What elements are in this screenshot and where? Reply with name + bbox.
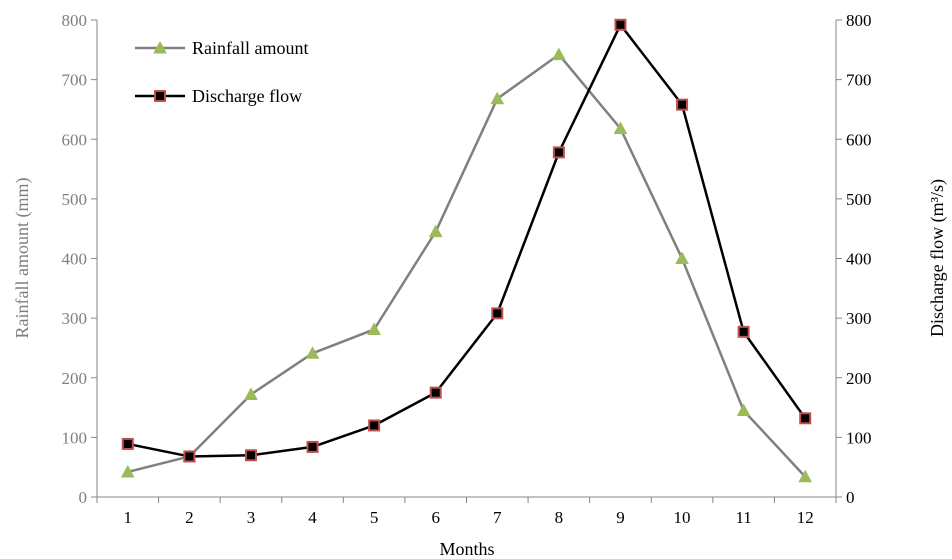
x-tick-label: 4 (308, 508, 317, 527)
legend-item-rainfall: Rainfall amount (135, 38, 308, 58)
legend-marker-triangle (153, 40, 167, 54)
y-axis-title-right: Discharge flow (m³/s) (927, 179, 948, 337)
data-point-rainfall (552, 47, 566, 61)
y-tick-label-right: 500 (846, 190, 872, 209)
x-tick-label: 11 (735, 508, 751, 527)
x-axis-title: Months (439, 539, 494, 559)
y-tick-label-left: 200 (62, 369, 88, 388)
data-point-discharge (244, 449, 257, 462)
series-layer (120, 18, 813, 483)
x-tick-label: 1 (124, 508, 133, 527)
data-point-discharge (306, 440, 319, 453)
x-tick-label: 8 (555, 508, 564, 527)
legend-marker-square (154, 90, 166, 102)
data-point-discharge (552, 146, 565, 159)
data-point-rainfall (305, 346, 320, 359)
axes: 0 0 100 100 200 200 300 300 400 400 500 500 600 600 70… (62, 11, 872, 527)
x-tick-label: 9 (616, 508, 625, 527)
y-tick-label-left: 100 (62, 428, 88, 447)
legend-label-discharge: Discharge flow (192, 86, 302, 106)
y-tick-label-right: 300 (846, 309, 872, 328)
y-tick-label-right: 100 (846, 428, 872, 447)
y-tick-label-right: 600 (846, 130, 872, 149)
data-point-discharge (737, 325, 750, 338)
series-rainfall (120, 47, 813, 483)
x-tick-label: 3 (247, 508, 256, 527)
y-tick-label-left: 300 (62, 309, 88, 328)
x-tick-label: 10 (674, 508, 691, 527)
data-point-rainfall (120, 464, 135, 478)
data-point-rainfall (367, 322, 381, 335)
x-tick-label: 7 (493, 508, 502, 527)
y-tick-label-right: 400 (846, 250, 872, 269)
y-tick-label-right: 700 (846, 71, 872, 90)
x-tick-label: 12 (797, 508, 814, 527)
y-tick-label-left: 800 (62, 11, 88, 30)
y-tick-label-right: 200 (846, 369, 872, 388)
data-point-discharge (676, 98, 689, 111)
series-discharge (121, 18, 812, 463)
x-tick-label: 6 (431, 508, 440, 527)
data-point-rainfall (798, 469, 813, 483)
y-tick-label-right: 800 (846, 11, 872, 30)
data-point-rainfall (613, 121, 628, 135)
y-tick-label-left: 400 (62, 250, 88, 269)
data-point-discharge (183, 450, 196, 463)
data-point-discharge (429, 386, 442, 399)
data-point-discharge (614, 18, 627, 31)
y-tick-label-left: 700 (62, 71, 88, 90)
x-tick-label: 5 (370, 508, 379, 527)
legend-item-discharge: Discharge flow (135, 86, 302, 106)
series-line (127, 23, 807, 458)
data-point-discharge (799, 412, 812, 425)
data-point-rainfall (736, 403, 751, 417)
y-tick-label-left: 0 (79, 488, 88, 507)
y-axis-title-left: Rainfall amount (mm) (12, 178, 33, 339)
data-point-discharge (368, 419, 381, 432)
x-tick-label: 2 (185, 508, 194, 527)
legend-label-rainfall: Rainfall amount (192, 38, 308, 58)
y-tick-label-left: 600 (62, 130, 88, 149)
data-point-rainfall (675, 251, 689, 264)
legend: Rainfall amount Discharge flow (135, 38, 308, 106)
data-point-discharge (121, 437, 134, 450)
y-tick-label-left: 500 (62, 190, 88, 209)
data-point-rainfall (244, 387, 258, 400)
data-point-rainfall (490, 91, 505, 105)
data-point-discharge (491, 307, 504, 320)
series-line (127, 53, 807, 478)
data-point-rainfall (428, 224, 443, 238)
y-tick-label-right: 0 (846, 488, 855, 507)
